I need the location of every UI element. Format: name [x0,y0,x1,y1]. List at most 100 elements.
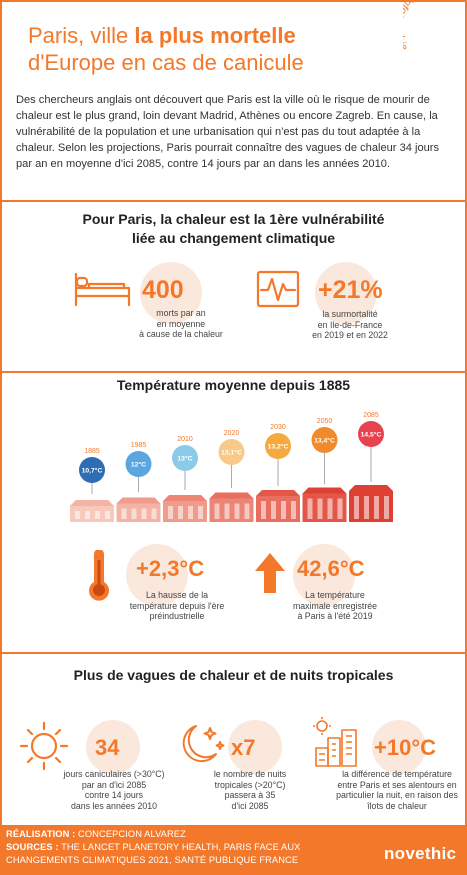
footer [0,825,467,875]
building [163,501,207,522]
temperature-label: 13,4°C [314,437,335,445]
stat-blob [315,262,377,324]
stat-blob [372,720,426,774]
window [131,508,137,519]
sources-line1: THE LANCET PLANETORY HEALTH, PARIS FACE … [61,842,301,852]
temperature-circle [265,433,291,459]
caption-line: morts par an [156,308,206,318]
window [178,506,183,519]
sources-label: SOURCES : [6,842,59,852]
moon-stars-icon [182,725,225,763]
stat-400: 400 [142,276,184,304]
caption-line: en 2019 et en 2022 [312,330,388,340]
window [214,503,220,519]
footer-realisation: RÉALISATION : CONCEPCION ALVAREZ [6,828,186,841]
roof [116,497,161,504]
temperature-label: 13,2°C [268,443,289,451]
temperature-label: 14,5°C [361,431,382,439]
window [307,498,313,519]
caption-line: entre Paris et ses alentours en [337,779,457,790]
stat2-caption: le nombre de nuits tropicales (>20°C) pa… [200,769,300,811]
temperature-circle [218,439,245,465]
stat1-caption: La hausse de la température depuis l'ère… [112,590,242,622]
window [75,511,80,519]
caption-line: La hausse de la [145,590,209,600]
stat1-caption: jours caniculaires (>30°C) par an d'ici … [58,769,170,811]
section1-heading: Pour Paris, la chaleur est la 1ère vulné… [0,210,467,248]
novethic-logo: novethic [384,844,457,863]
up-arrow-icon [255,553,285,593]
window [234,503,240,519]
timeline-year: 2010 [177,436,193,443]
stat-blob [228,720,282,774]
sources-line2: CHANGEMENTS CLIMATIQUES 2021, SANTÉ PUBL… [6,855,299,865]
realisation-value: CONCEPCION ALVAREZ [78,829,186,839]
section1-heading-line1: Pour Paris, la chaleur est la 1ère vulné… [82,211,385,227]
caption-line: la différence de température [342,769,452,779]
page-title: Paris, ville la plus mortelle d'Europe e… [28,22,358,76]
city-heat-icon [313,717,357,767]
caption-line: dans les années 2010 [70,800,158,811]
stat-blob [140,262,202,324]
intro-paragraph: Des chercheurs anglais ont découvert que… [16,94,440,170]
stat3-caption: la différence de température entre Paris… [328,769,466,811]
window [224,503,230,519]
window [354,496,359,519]
window [281,501,286,519]
window [141,508,147,519]
caption-line: tropicales (>20°C) [214,779,286,790]
section2-heading: Température moyenne depuis 1885 [116,377,351,393]
timeline-year: 1985 [131,442,147,449]
title-bold: la plus mortelle [134,23,296,48]
tag-text: infographie [403,0,415,53]
window [337,498,343,519]
temperature-circle [172,445,198,471]
roof [256,490,300,496]
title-part1: Paris, ville [28,23,135,48]
temperature-label: 10,7°C [82,467,103,475]
stat-21-percent: +21% [318,276,383,304]
caption-line: en Ile-de-France [317,319,383,330]
temperature-circle [79,457,105,483]
caption-line: par an d'ici 2085 [81,779,147,790]
footer-sources: SOURCES : THE LANCET PLANETORY HEALTH, P… [6,841,300,854]
stat-x7: x7 [231,735,256,760]
window [121,508,127,519]
window [151,508,157,519]
roof [163,495,207,501]
caption-line: contre 14 jours [84,790,144,800]
temperature-label: 13,1°C [221,449,242,457]
caption-line: maximale enregistrée [292,600,378,611]
stat-blob [293,544,355,606]
temperature-timeline: 1885 10,7°C 1985 12°C 2010 13°C 2020 13,1°C 2030… [70,412,393,522]
window [198,506,203,519]
caption-line: préindustrielle [149,611,205,621]
window [374,496,379,519]
temperature-label: 13°C [177,455,192,463]
caption-line: La température [305,590,365,600]
hospital-bed-icon [74,272,131,307]
sun-icon [19,721,69,771]
timeline-year: 2050 [317,418,333,425]
building [70,506,114,522]
section-divider [0,371,467,373]
temperature-circle [311,427,338,453]
svg-text:infographie: infographie [403,0,416,53]
timeline-year: 2030 [270,424,286,431]
stat-42-6-degrees: 42,6°C [297,556,365,581]
caption-line: particulier la nuit, en raison des [336,790,458,800]
caption-line: à Paris à l'été 2019 [297,611,373,621]
stat1-caption: morts par an en moyenne à cause de la ch… [126,308,236,340]
window [105,511,110,519]
temperature-circle [125,451,152,477]
window [244,503,250,519]
title-part2: d'Europe en cas de canicule [28,50,304,75]
window [291,501,296,519]
caption-line: à cause de la chaleur [139,329,223,339]
caption-line: jours caniculaires (>30°C) [63,769,165,779]
temperature-circle [358,421,384,447]
stat-34-days: 34 [95,735,120,760]
window [364,496,369,519]
timeline-year: 2020 [224,430,240,437]
section3-heading: Plus de vagues de chaleur et de nuits tr… [73,667,394,683]
